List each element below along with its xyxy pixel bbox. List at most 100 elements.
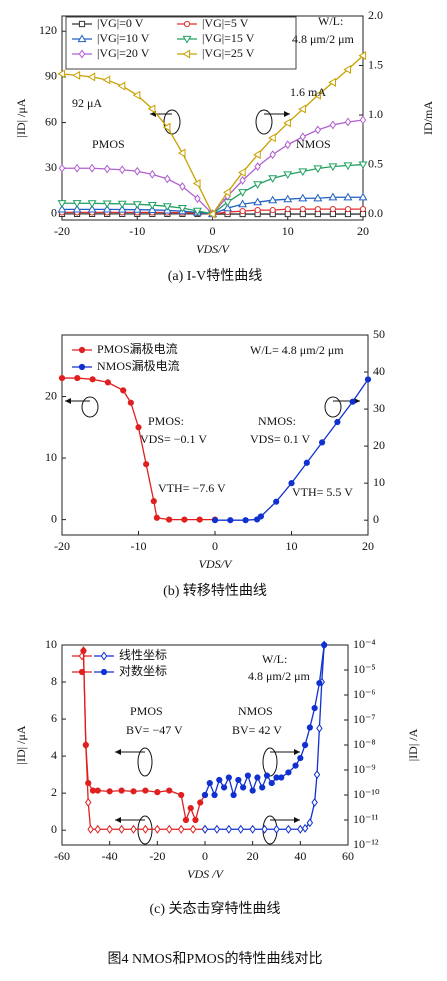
point-marker [269,207,276,214]
point-marker [147,201,157,210]
point-marker [196,516,203,523]
y2-tick-label: 10⁻⁵ [353,662,376,676]
point-marker [359,206,367,213]
y2-tick-label: 20 [373,438,385,452]
point-marker [82,741,89,749]
series-line [211,55,364,215]
point-marker [187,805,194,812]
annotation: BV= 42 V [232,723,282,737]
point-marker [254,207,261,214]
annotation-ellipse [324,396,342,418]
point-marker [284,210,291,218]
point-marker [207,209,216,219]
arrow-head [294,749,300,755]
point-marker [261,824,268,834]
point-marker [142,824,149,834]
point-marker [328,192,338,201]
point-marker [283,194,293,203]
annotation: NMOS [238,704,273,718]
point-marker [268,780,275,787]
point-marker [302,741,309,749]
y-tick-label: 4 [51,748,57,762]
point-marker [153,514,160,521]
point-marker [329,120,337,130]
y2-tick-label: 0.5 [368,156,383,170]
y-tick-label: 30 [45,160,57,174]
series-line [205,644,325,830]
x-tick-label: 20 [357,224,369,238]
point-marker [179,182,186,191]
point-marker [149,169,156,179]
legend-label: |VG|=0 V [97,16,144,30]
point-marker [177,205,187,213]
point-marker [238,189,248,197]
point-marker [316,680,323,687]
x-tick-label: -10 [131,539,147,553]
x-tick-label: -20 [54,224,70,238]
point-marker [244,772,252,779]
point-marker [192,816,199,824]
point-marker [298,193,308,202]
y-axis-label: |ID| /μA [14,98,28,137]
y-tick-label: 0 [51,206,57,220]
annotation: NMOS [296,137,331,151]
legend-label: PMOS漏极电流 [97,342,178,356]
point-marker [328,77,336,87]
point-marker [117,81,126,91]
point-marker [87,72,96,82]
point-marker [349,398,356,405]
point-marker [182,816,190,824]
annotation: W/L: [318,14,343,28]
point-marker [189,824,197,834]
point-marker [206,780,213,787]
legend-marker [78,346,86,354]
x-tick-label: -10 [129,224,145,238]
x-tick-label: 0 [210,224,216,238]
point-marker [288,480,295,487]
legend-marker [182,35,192,44]
point-marker [87,200,97,209]
point-marker [299,132,307,142]
point-marker [314,125,322,135]
point-marker [117,204,127,213]
annotation: W/L: [262,652,287,666]
point-marker [94,787,101,794]
point-marker [230,791,237,799]
point-marker [303,459,310,466]
point-marker [118,824,125,834]
point-marker [238,167,246,177]
point-marker [135,424,142,431]
y-tick-label: 10 [45,637,57,651]
point-marker [239,208,246,215]
y2-tick-label: 0.0 [368,206,383,220]
point-marker [306,818,314,828]
point-marker [358,51,367,61]
chart-caption: (a) I-V特性曲线 [168,268,262,284]
annotation: BV= −47 V [126,723,183,737]
legend-marker [78,668,86,676]
point-marker [80,647,87,654]
point-marker [297,755,304,762]
point-marker [194,194,201,204]
point-marker [316,723,323,733]
point-marker [118,165,126,175]
point-marker [211,791,218,799]
y2-axis-label: ID/mA [421,101,435,135]
point-marker [239,175,246,185]
point-marker [118,787,125,794]
point-marker [132,90,141,100]
point-marker [106,788,113,795]
point-marker [285,824,292,834]
y2-tick-label: 10⁻⁸ [353,737,376,751]
point-marker [306,724,313,731]
y-tick-label: 90 [45,69,57,83]
point-marker [132,205,142,213]
point-marker [313,193,323,202]
y2-tick-label: 10⁻⁶ [353,687,376,701]
point-marker [358,192,368,201]
annotation-ellipse [137,747,153,777]
point-marker [84,797,92,807]
point-marker [253,181,263,189]
legend-label: |VG|=10 V [97,31,150,45]
